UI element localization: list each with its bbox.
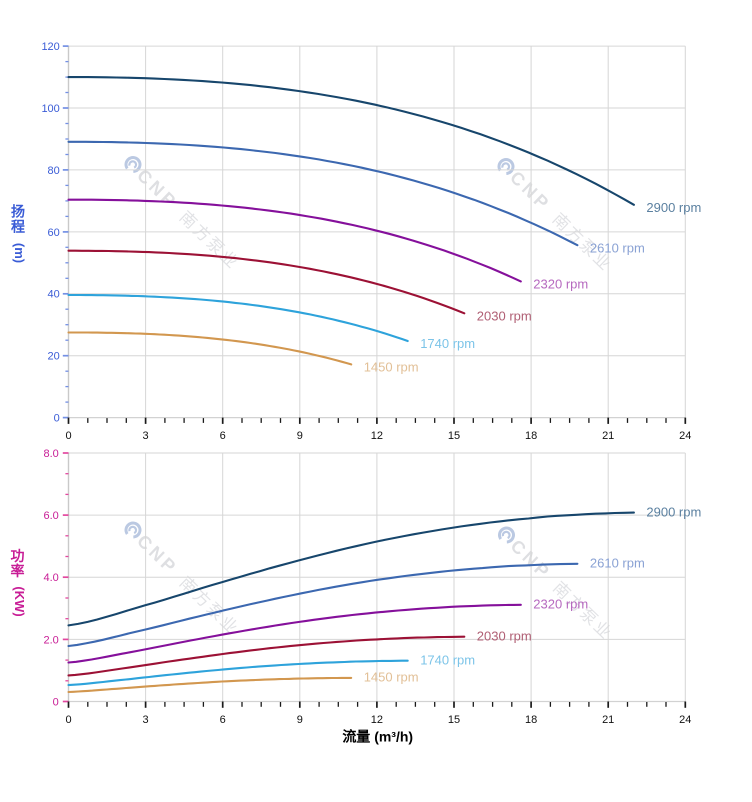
svg-text:2900 rpm: 2900 rpm bbox=[646, 200, 701, 215]
svg-text:120: 120 bbox=[41, 41, 59, 53]
svg-text:1450 rpm: 1450 rpm bbox=[364, 360, 419, 375]
svg-text:1740 rpm: 1740 rpm bbox=[420, 336, 475, 351]
svg-text:3: 3 bbox=[143, 714, 149, 726]
svg-text:80: 80 bbox=[48, 165, 60, 177]
svg-text:0: 0 bbox=[65, 430, 71, 442]
svg-text:0: 0 bbox=[65, 714, 71, 726]
svg-text:2610 rpm: 2610 rpm bbox=[590, 556, 645, 571]
svg-text:6: 6 bbox=[220, 714, 226, 726]
svg-text:9: 9 bbox=[297, 714, 303, 726]
svg-text:0: 0 bbox=[53, 696, 59, 708]
svg-text:扬: 扬 bbox=[11, 204, 25, 220]
svg-text:2.0: 2.0 bbox=[44, 634, 59, 646]
svg-text:2030 rpm: 2030 rpm bbox=[477, 308, 532, 323]
svg-text:4.0: 4.0 bbox=[44, 572, 59, 584]
svg-text:程: 程 bbox=[11, 218, 25, 234]
svg-text:100: 100 bbox=[41, 103, 59, 115]
svg-text:18: 18 bbox=[525, 430, 537, 442]
svg-text:6.0: 6.0 bbox=[44, 510, 59, 522]
svg-text:12: 12 bbox=[371, 430, 383, 442]
svg-text:15: 15 bbox=[448, 714, 460, 726]
svg-text:20: 20 bbox=[48, 351, 60, 363]
svg-text:2610 rpm: 2610 rpm bbox=[590, 240, 645, 255]
svg-text:21: 21 bbox=[602, 430, 614, 442]
svg-text:2030 rpm: 2030 rpm bbox=[477, 629, 532, 644]
svg-text:率: 率 bbox=[11, 563, 25, 579]
svg-text:60: 60 bbox=[48, 227, 60, 239]
svg-text:0: 0 bbox=[54, 413, 60, 425]
svg-text:6: 6 bbox=[220, 430, 226, 442]
svg-text:40: 40 bbox=[48, 289, 60, 301]
svg-text:1450 rpm: 1450 rpm bbox=[364, 670, 419, 685]
svg-text:24: 24 bbox=[679, 714, 691, 726]
svg-text:3: 3 bbox=[143, 430, 149, 442]
svg-text:2320 rpm: 2320 rpm bbox=[533, 277, 588, 292]
svg-text:功: 功 bbox=[11, 548, 25, 564]
svg-text:15: 15 bbox=[448, 430, 460, 442]
svg-text:24: 24 bbox=[679, 430, 691, 442]
svg-text:流量 (m³/h): 流量 (m³/h) bbox=[342, 729, 413, 745]
svg-text:(m): (m) bbox=[12, 243, 27, 263]
svg-text:12: 12 bbox=[371, 714, 383, 726]
svg-text:(KW): (KW) bbox=[12, 586, 27, 616]
svg-text:18: 18 bbox=[525, 714, 537, 726]
svg-text:2320 rpm: 2320 rpm bbox=[533, 597, 588, 612]
svg-text:8.0: 8.0 bbox=[44, 448, 59, 460]
svg-text:21: 21 bbox=[602, 714, 614, 726]
svg-text:9: 9 bbox=[297, 430, 303, 442]
svg-text:1740 rpm: 1740 rpm bbox=[420, 653, 475, 668]
svg-text:2900 rpm: 2900 rpm bbox=[646, 504, 701, 519]
